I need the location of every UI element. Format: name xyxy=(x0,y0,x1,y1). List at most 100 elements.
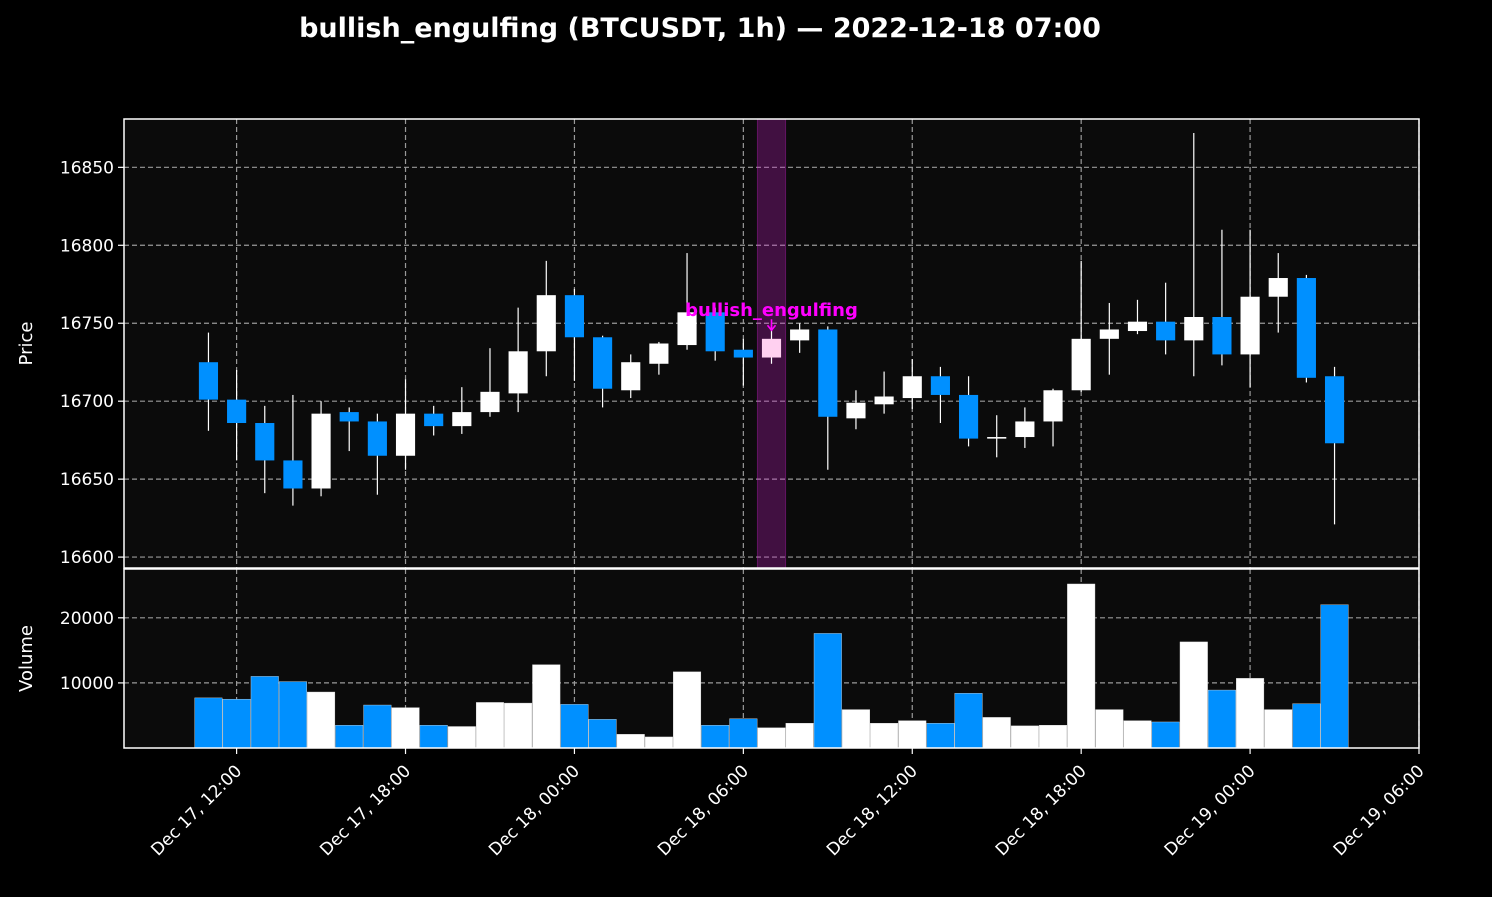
volume-bar xyxy=(588,719,617,749)
volume-bar xyxy=(1179,641,1208,749)
volume-bar xyxy=(1039,725,1068,749)
candle-body xyxy=(339,412,359,422)
candle-body xyxy=(452,412,472,427)
volume-bar xyxy=(1320,604,1349,749)
volume-bar xyxy=(1010,725,1039,749)
volume-bar xyxy=(954,693,983,749)
volume-bars xyxy=(194,583,1349,749)
volume-bar xyxy=(841,709,870,749)
chart-title: bullish_engulfing (BTCUSDT, 1h) — 2022-1… xyxy=(299,13,1101,44)
candle-body xyxy=(1240,296,1260,355)
annotation: bullish_engulfing xyxy=(685,300,858,332)
candle-body xyxy=(705,312,725,352)
candle-body xyxy=(902,376,922,399)
candle-body xyxy=(846,402,866,419)
price-tick-label: 16800 xyxy=(60,236,114,256)
candle-body xyxy=(564,295,585,338)
volume-bar xyxy=(504,702,533,749)
volume-bar xyxy=(335,725,364,749)
volume-bar xyxy=(250,676,279,749)
price-tick-label: 16750 xyxy=(60,314,114,334)
price-panel: bullish_engulfing 16600 16650 16700 16750 16… xyxy=(16,118,1420,569)
volume-bar xyxy=(363,704,392,749)
volume-y-ticks: 10000 20000 xyxy=(60,609,124,694)
candle-body xyxy=(677,312,697,346)
candle-body xyxy=(1043,390,1063,422)
candle-body xyxy=(930,376,950,395)
candle-body xyxy=(874,396,894,405)
volume-bar xyxy=(729,718,758,749)
volume-bar xyxy=(616,734,645,749)
candle-body xyxy=(1212,316,1232,355)
volume-bar xyxy=(307,691,336,749)
price-tick-label: 16600 xyxy=(60,548,114,568)
volume-bar xyxy=(194,697,223,749)
volume-bar xyxy=(1095,709,1124,749)
volume-bar xyxy=(813,633,842,749)
candle-body xyxy=(621,362,641,391)
price-tick-label: 16700 xyxy=(60,392,114,412)
candle-body xyxy=(536,295,556,352)
volume-bar xyxy=(278,681,307,749)
candle-body xyxy=(958,394,979,439)
candle-body xyxy=(761,338,782,358)
candle-body xyxy=(480,391,500,413)
candles xyxy=(198,133,1345,525)
candle-body xyxy=(1296,278,1316,378)
volume-bar xyxy=(447,726,476,749)
volume-bar xyxy=(982,717,1011,749)
candle-body xyxy=(227,399,247,424)
price-y-ticks: 16600 16650 16700 16750 16800 16850 xyxy=(60,158,124,568)
candle-body xyxy=(733,349,753,358)
volume-bar xyxy=(898,720,927,749)
price-y-axis-label: Price xyxy=(16,322,37,366)
price-tick-label: 16650 xyxy=(60,470,114,490)
volume-bar xyxy=(673,671,702,749)
candle-body xyxy=(255,423,275,461)
candle-body xyxy=(424,413,444,427)
candle-body xyxy=(1015,421,1035,438)
volume-bar xyxy=(785,723,814,749)
candle-body xyxy=(1156,321,1176,341)
candle-body xyxy=(1184,316,1204,341)
volume-bar xyxy=(222,698,251,749)
candle-body xyxy=(649,343,669,364)
volume-bar xyxy=(701,725,730,749)
candle-body xyxy=(367,421,387,456)
candle-body xyxy=(593,337,613,389)
candle-body xyxy=(1071,338,1091,391)
volume-bar xyxy=(1067,583,1096,749)
candle-body xyxy=(1127,321,1148,332)
candle-body xyxy=(198,362,219,400)
candle-body xyxy=(818,329,838,417)
volume-bar xyxy=(560,704,589,749)
candle-body xyxy=(987,437,1007,439)
volume-bar xyxy=(1207,689,1236,749)
volume-panel: 10000 20000 Volume xyxy=(16,568,1420,749)
volume-tick-label: 10000 xyxy=(60,674,114,694)
volume-bar xyxy=(391,707,420,749)
volume-bar xyxy=(1151,721,1180,749)
volume-bar xyxy=(475,702,504,749)
candle-body xyxy=(311,413,331,489)
volume-bar xyxy=(644,736,673,749)
volume-bar xyxy=(1292,703,1321,749)
candle-body xyxy=(790,329,810,341)
candle-body xyxy=(395,413,416,456)
volume-bar xyxy=(419,725,448,749)
candle-body xyxy=(1268,278,1288,297)
price-panel-frame xyxy=(123,118,1420,569)
candle-body xyxy=(1099,329,1119,339)
volume-bar xyxy=(1236,678,1265,749)
volume-bar xyxy=(532,664,561,749)
volume-bar xyxy=(757,727,786,749)
candle-body xyxy=(1324,376,1345,444)
volume-tick-label: 20000 xyxy=(60,609,114,629)
volume-panel-frame xyxy=(123,568,1420,749)
candle-body xyxy=(283,460,303,489)
volume-bar xyxy=(1264,709,1293,749)
annotation-label: bullish_engulfing xyxy=(685,300,858,321)
volume-bar xyxy=(926,723,955,749)
volume-bar xyxy=(1123,720,1152,749)
